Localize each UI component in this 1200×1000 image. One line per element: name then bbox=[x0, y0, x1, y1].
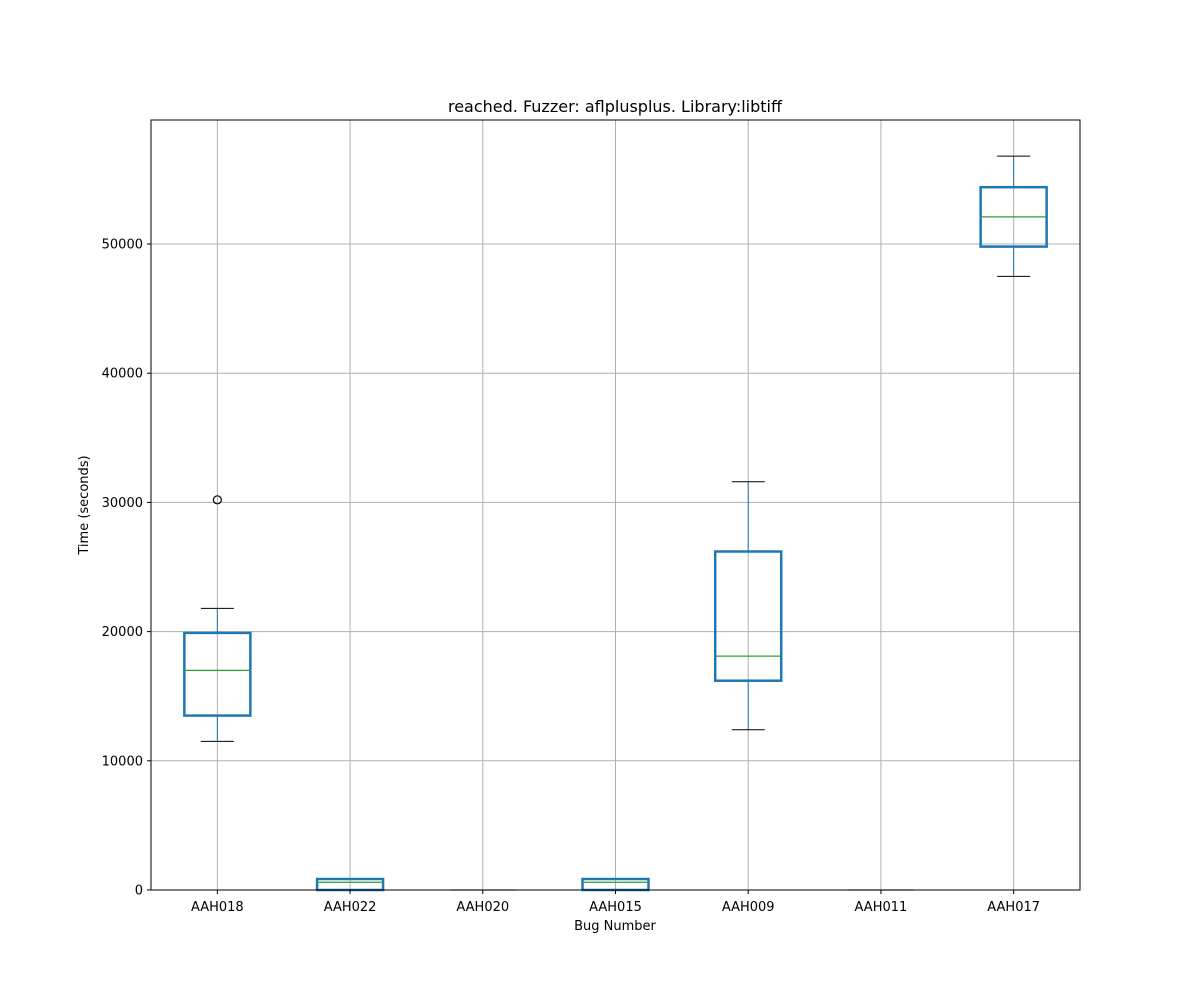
x-tick-label: AAH011 bbox=[855, 900, 908, 915]
y-axis-label: Time (seconds) bbox=[77, 455, 92, 555]
y-tick-label: 0 bbox=[135, 884, 143, 899]
grid-lines bbox=[151, 120, 1080, 891]
box-aah009 bbox=[713, 481, 783, 731]
iqr-box bbox=[183, 631, 252, 717]
x-tick-label: AAH009 bbox=[722, 900, 775, 915]
outlier-point bbox=[212, 495, 222, 505]
x-tick-label: AAH020 bbox=[456, 900, 509, 915]
y-tick-label: 10000 bbox=[102, 754, 143, 769]
x-tick-label: AAH017 bbox=[987, 900, 1040, 915]
y-tick-label: 40000 bbox=[102, 367, 143, 382]
chart-title: reached. Fuzzer: aflplusplus. Library:li… bbox=[448, 97, 783, 116]
iqr-box bbox=[713, 550, 783, 682]
x-axis-label: Bug Number bbox=[574, 919, 656, 934]
axis-ticks: 0 10000 20000 30000 40000 50000 AAH018 AAH022 AA… bbox=[102, 238, 1040, 915]
y-tick-label: 50000 bbox=[102, 238, 143, 253]
x-tick-label: AAH015 bbox=[589, 900, 642, 915]
box-aah017 bbox=[979, 155, 1048, 277]
box-aah018 bbox=[183, 495, 252, 742]
x-tick-label: AAH022 bbox=[324, 900, 377, 915]
x-tick-label: AAH018 bbox=[191, 900, 244, 915]
y-tick-label: 30000 bbox=[102, 496, 143, 511]
y-tick-label: 20000 bbox=[102, 625, 143, 640]
